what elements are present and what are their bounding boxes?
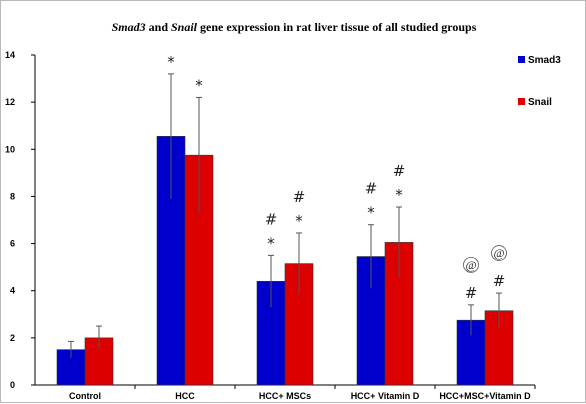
hash-marker: # [465,284,478,302]
x-category-label: Control [69,391,101,401]
hash-marker: # [265,210,278,228]
chart-title-rest: gene expression in rat liver tissue of a… [197,20,477,34]
y-tick-label: 6 [10,239,15,249]
at-marker: @ [493,246,504,260]
y-tick-label: 10 [5,144,15,154]
legend-label-snail: Snail [528,97,552,108]
at-marker-ring [463,256,479,273]
y-tick-label: 14 [5,50,15,60]
bars-layer [56,136,514,386]
y-tick-label: 8 [10,191,15,201]
y-tick-label: 12 [5,97,15,107]
asterisk-marker: * [195,76,203,94]
x-category-label: HCC [175,391,195,401]
significance-markers-layer: * * * # * # * # * # # @ # @ [167,53,507,302]
asterisk-marker: * [267,234,275,252]
at-marker: @ [465,258,476,272]
x-category-label: HCC+ Vitamin D [351,391,420,401]
x-category-label: HCC+ MSCs [259,391,311,401]
asterisk-marker: * [295,212,303,230]
asterisk-marker: * [167,53,175,71]
hash-marker: # [293,188,306,206]
legend-swatch-smad3 [518,56,525,63]
error-bars-layer [68,73,502,358]
asterisk-marker: * [367,204,375,222]
axes: 0 2 4 6 8 10 12 14 Control HCC HCC+ MSCs HCC+ Vitam… [5,50,536,401]
hash-marker: # [365,180,378,198]
y-tick-label: 0 [10,380,15,390]
asterisk-marker: * [395,186,403,204]
hash-marker: # [393,162,406,180]
chart-title-snail: Snail [171,20,198,34]
chart-title: Smad3 and Snail gene expression in rat l… [112,20,477,34]
chart-title-smad3: Smad3 [112,20,146,34]
at-marker-ring [491,245,507,261]
legend-label-smad3: Smad3 [528,55,561,66]
chart-title-and: and [146,20,171,34]
legend-swatch-snail [518,98,525,105]
hash-marker: # [493,272,506,290]
legend: Smad3 Snail [518,55,561,108]
x-category-label: HCC+MSC+Vitamin D [439,391,531,401]
y-tick-label: 2 [10,333,15,343]
y-tick-label: 4 [10,286,15,296]
